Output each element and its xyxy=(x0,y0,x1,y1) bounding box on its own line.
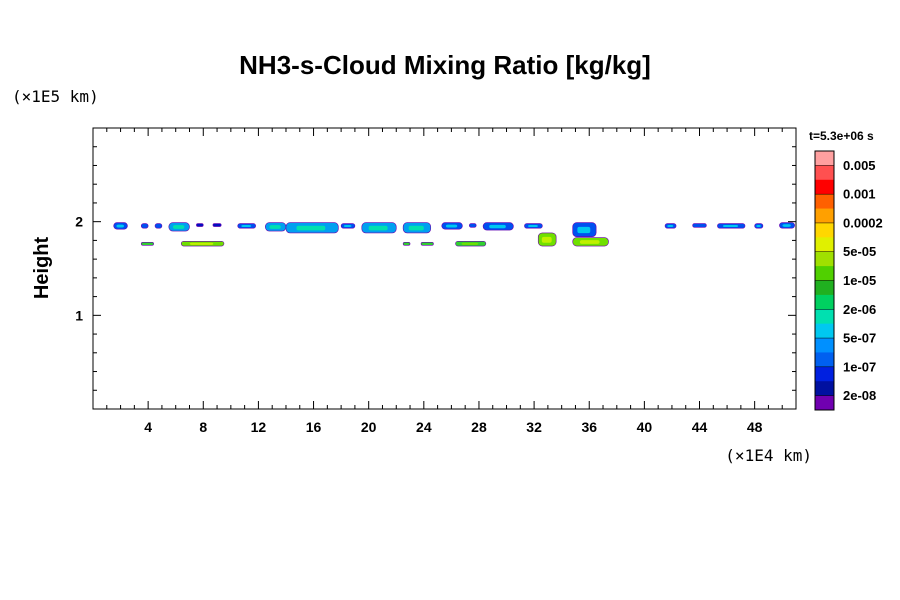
colorbar-segment xyxy=(815,165,834,181)
x-tick-label: 16 xyxy=(306,419,322,435)
time-label: t=5.3e+06 s xyxy=(809,129,874,143)
y-axis: 12 xyxy=(75,146,796,391)
colorbar-label: 1e-05 xyxy=(843,273,876,288)
x-tick-label: 24 xyxy=(416,419,432,435)
cloud-region-core xyxy=(756,224,761,228)
y-unit-label: (×1E5 km) xyxy=(12,87,99,106)
cloud-region xyxy=(154,223,163,229)
cloud-region-core xyxy=(489,224,506,229)
colorbar-segment xyxy=(815,151,834,166)
colorbar-segment xyxy=(815,323,834,339)
cloud-region-core xyxy=(722,224,739,228)
colorbar-segment xyxy=(815,222,834,238)
cloud-region-core xyxy=(461,242,479,245)
cloud-region xyxy=(402,241,411,246)
colorbar-segment xyxy=(815,266,834,281)
colorbar-segment xyxy=(815,395,834,411)
y-tick-label: 1 xyxy=(75,307,83,323)
x-tick-label: 12 xyxy=(251,419,267,435)
colorbar: 0.005 0.001 0.0002 5e-05 1e-05 2e-06 5e-07 1e-0… xyxy=(814,150,883,411)
cloud-region-core xyxy=(782,224,791,227)
cloud-region-core xyxy=(296,225,326,231)
colorbar-label: 0.005 xyxy=(843,158,876,173)
x-tick-label: 28 xyxy=(471,419,487,435)
cloud-region-core xyxy=(579,240,600,244)
cloud-region-core xyxy=(269,225,281,229)
colorbar-segment xyxy=(815,309,834,325)
colorbar-label: 5e-07 xyxy=(843,331,876,346)
cloud-region-core xyxy=(116,224,125,228)
cloud-region xyxy=(469,223,477,228)
cloud-region xyxy=(196,223,204,227)
colorbar-segment xyxy=(815,208,834,224)
colorbar-segment xyxy=(815,294,834,310)
cloud-region-core xyxy=(172,225,185,229)
cloud-region xyxy=(212,223,222,227)
plot-background xyxy=(93,128,796,409)
x-unit-label: (×1E4 km) xyxy=(725,446,812,465)
y-axis-label: Height xyxy=(31,237,53,300)
x-axis: 4 8 12 16 20 24 28 32 36 40 44 48 xyxy=(106,128,783,435)
colorbar-segment xyxy=(815,251,834,267)
cloud-region-core xyxy=(577,226,591,234)
x-tick-label: 36 xyxy=(581,419,597,435)
cloud-region xyxy=(140,241,154,246)
colorbar-segment xyxy=(815,194,834,210)
cloud-region-core xyxy=(445,224,458,228)
cloud-region xyxy=(140,223,149,229)
colorbar-label: 5e-05 xyxy=(843,244,876,259)
colorbar-segment xyxy=(815,280,834,296)
cloud-regions xyxy=(113,222,795,247)
colorbar-label: 0.001 xyxy=(843,187,876,202)
cloud-region-core xyxy=(241,224,252,228)
colorbar-segment xyxy=(815,338,834,353)
colorbar-label: 2e-08 xyxy=(843,388,876,403)
x-tick-label: 48 xyxy=(747,419,763,435)
chart-title: NH3-s-Cloud Mixing Ratio [kg/kg] xyxy=(239,50,651,80)
plot-area: 4 8 12 16 20 24 28 32 36 40 44 48 12 xyxy=(75,127,797,435)
cloud-region xyxy=(692,223,707,228)
y-tick-label: 2 xyxy=(75,214,83,230)
cloud-region-core xyxy=(189,242,214,245)
cloud-region-core xyxy=(343,224,352,228)
cloud-region-core xyxy=(528,224,538,228)
x-tick-label: 8 xyxy=(199,419,207,435)
cloud-region-core xyxy=(368,225,388,231)
colorbar-label: 1e-07 xyxy=(843,359,876,374)
x-tick-label: 32 xyxy=(526,419,542,435)
colorbar-segment xyxy=(815,381,834,397)
cloud-region-core xyxy=(667,224,674,228)
x-tick-label: 44 xyxy=(692,419,708,435)
colorbar-segment xyxy=(815,352,834,368)
x-tick-label: 20 xyxy=(361,419,377,435)
colorbar-label: 0.0002 xyxy=(843,215,883,230)
colorbar-segment xyxy=(815,366,834,382)
colorbar-segment xyxy=(815,179,834,195)
cloud-region-core xyxy=(408,225,424,231)
x-tick-label: 4 xyxy=(144,419,152,435)
x-tick-label: 40 xyxy=(637,419,653,435)
cloud-region-core xyxy=(541,236,552,243)
colorbar-segment xyxy=(815,237,834,253)
plot-frame xyxy=(92,127,797,410)
colorbar-label: 2e-06 xyxy=(843,302,876,317)
cloud-region xyxy=(420,241,434,246)
